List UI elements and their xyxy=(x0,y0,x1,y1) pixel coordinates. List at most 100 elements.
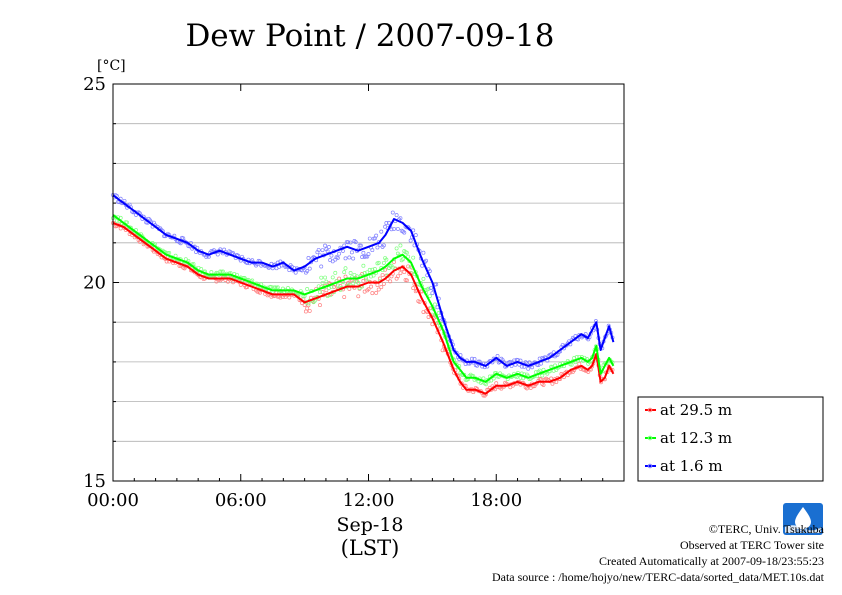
series-point-1 xyxy=(330,275,335,280)
series-point-2 xyxy=(348,240,353,245)
series-point-2 xyxy=(537,356,542,361)
series-point-1 xyxy=(191,261,196,266)
series-point-2 xyxy=(307,266,312,271)
series-point-0 xyxy=(363,277,368,282)
series-point-0 xyxy=(417,299,422,304)
series-point-2 xyxy=(346,240,351,245)
series-point-1 xyxy=(372,267,377,271)
series-point-0 xyxy=(402,270,407,274)
series-point-2 xyxy=(379,229,384,234)
series-point-2 xyxy=(495,354,500,358)
y-tick-label-20: 20 xyxy=(83,273,106,294)
series-point-2 xyxy=(526,366,531,371)
series-points-2 xyxy=(111,193,615,371)
series-point-1 xyxy=(427,294,432,299)
series-point-0 xyxy=(549,376,554,381)
series-point-1 xyxy=(343,266,348,271)
series-point-2 xyxy=(395,226,400,231)
series-point-1 xyxy=(370,267,375,272)
series-point-2 xyxy=(424,258,428,263)
series-point-0 xyxy=(411,286,416,291)
series-point-0 xyxy=(430,322,435,327)
series-point-2 xyxy=(306,255,311,260)
series-point-2 xyxy=(392,226,396,231)
series-point-0 xyxy=(370,291,375,296)
series-point-1 xyxy=(432,302,437,307)
series-point-2 xyxy=(421,250,426,255)
x-axis-ticks: 00:00 06:00 12:00 18:00 xyxy=(87,84,604,511)
series-point-0 xyxy=(320,290,325,295)
terc-logo-icon: TERC xyxy=(783,503,823,536)
series-point-0 xyxy=(287,295,292,300)
series-point-2 xyxy=(360,255,365,259)
legend-box xyxy=(637,396,824,482)
series-point-2 xyxy=(330,259,335,264)
series-point-2 xyxy=(430,291,435,296)
series-point-1 xyxy=(125,220,130,225)
terc-logo: TERC xyxy=(781,501,825,537)
series-point-2 xyxy=(381,243,386,248)
series-point-1 xyxy=(489,378,494,383)
series-point-0 xyxy=(378,276,382,281)
series-point-1 xyxy=(275,285,280,290)
series-point-1 xyxy=(118,215,123,220)
series-point-2 xyxy=(398,216,403,221)
legend-marker-2 xyxy=(647,463,653,469)
y-tick-label-15: 15 xyxy=(83,471,106,492)
series-point-0 xyxy=(305,306,310,311)
series-line-1 xyxy=(112,214,615,383)
series-point-2 xyxy=(402,230,407,235)
series-point-0 xyxy=(324,288,329,293)
y-axis-unit-label: [°C] xyxy=(97,58,126,74)
source-text: Data source : /home/hojyo/new/TERC-data/… xyxy=(491,570,824,584)
series-point-2 xyxy=(351,256,356,261)
series-point-2 xyxy=(384,221,389,225)
series-point-1 xyxy=(356,280,361,285)
series-point-1 xyxy=(305,287,310,291)
series-point-1 xyxy=(371,273,376,278)
series-point-2 xyxy=(389,227,394,232)
series-point-1 xyxy=(436,311,441,315)
series-point-1 xyxy=(384,257,389,262)
series-point-0 xyxy=(379,285,384,290)
series-point-2 xyxy=(181,236,186,241)
series-point-1 xyxy=(209,270,214,275)
series-point-1 xyxy=(323,275,328,280)
series-point-2 xyxy=(305,269,310,273)
created-text: Created Automatically at 2007-09-18/23:5… xyxy=(599,554,824,568)
series-point-2 xyxy=(472,357,477,361)
series-point-1 xyxy=(411,255,416,260)
series-point-2 xyxy=(178,241,183,246)
series-line-0 xyxy=(112,221,615,395)
series-point-1 xyxy=(401,257,405,262)
series-point-1 xyxy=(316,284,321,289)
series-point-1 xyxy=(421,276,426,281)
x-tick-label-3: 18:00 xyxy=(470,490,522,511)
series-point-1 xyxy=(398,243,403,248)
series-point-1 xyxy=(367,267,372,272)
series-point-2 xyxy=(343,256,348,261)
series-point-2 xyxy=(390,210,395,215)
series-point-2 xyxy=(287,268,292,273)
series-point-1 xyxy=(324,279,329,284)
x-tick-label-2: 12:00 xyxy=(343,490,395,511)
series-point-1 xyxy=(319,275,324,280)
series-point-0 xyxy=(404,278,409,283)
series-point-1 xyxy=(335,283,340,288)
series-point-0 xyxy=(554,380,559,384)
series-point-1 xyxy=(426,286,431,291)
series-line-2 xyxy=(112,194,615,367)
series-point-2 xyxy=(374,233,379,238)
series-point-2 xyxy=(215,252,220,257)
series-point-1 xyxy=(481,376,486,381)
series-point-2 xyxy=(366,252,371,257)
series-point-2 xyxy=(475,363,480,368)
series-point-0 xyxy=(356,294,361,299)
legend-marker-0 xyxy=(647,407,653,413)
series-point-2 xyxy=(293,270,298,275)
series-point-2 xyxy=(370,248,375,253)
series-point-0 xyxy=(383,267,388,272)
series-point-2 xyxy=(420,263,425,268)
series-point-0 xyxy=(303,309,308,314)
series-point-0 xyxy=(406,264,411,269)
